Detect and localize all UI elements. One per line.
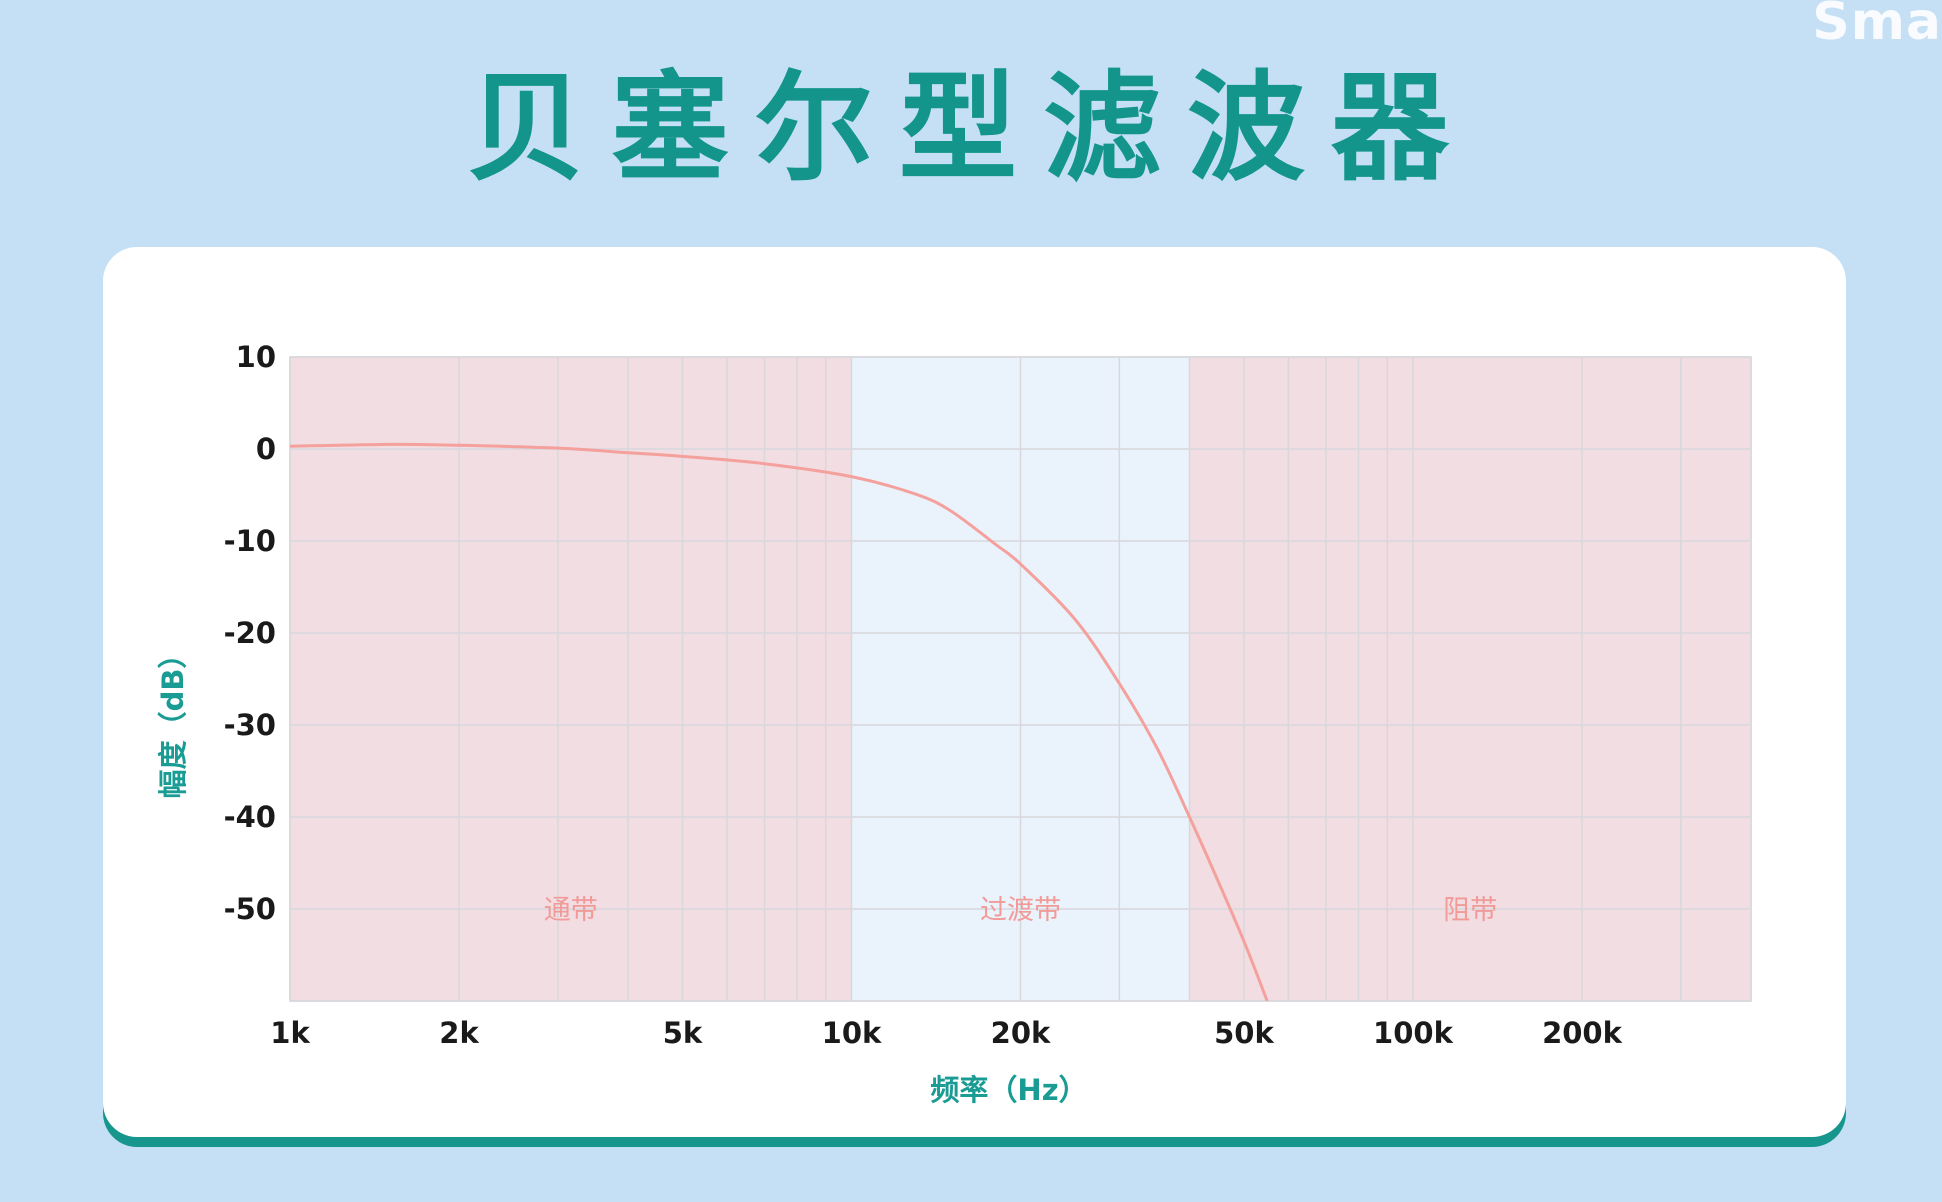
x-tick-label-3: 10k xyxy=(822,1016,882,1050)
x-tick-label-6: 100k xyxy=(1373,1016,1454,1050)
y-tick-label-0: 10 xyxy=(236,340,276,374)
chart: 通带 过渡带 阻带 1k 2k 5k 10k 20k 50k 100k 200k 10 0 -10 -2… xyxy=(156,340,1752,1107)
x-axis-label: 频率（Hz） xyxy=(930,1073,1087,1107)
y-tick-label-6: -50 xyxy=(224,892,276,926)
region-label-1: 过渡带 xyxy=(980,895,1061,926)
page-title: 贝塞尔型滤波器 xyxy=(466,59,1475,197)
x-tick-label-7: 200k xyxy=(1542,1016,1623,1050)
chart-card: 通带 过渡带 阻带 1k 2k 5k 10k 20k 50k 100k 200k 10 0 -10 -2… xyxy=(103,247,1846,1137)
region-label-2: 阻带 xyxy=(1443,895,1497,926)
plot-border xyxy=(289,356,1752,1002)
chart-grid xyxy=(289,356,1752,1002)
y-tick-label-1: 0 xyxy=(256,432,276,466)
series-line-0 xyxy=(290,442,1269,1001)
watermark: Sma xyxy=(1812,0,1942,52)
x-tick-label-0: 1k xyxy=(270,1016,310,1050)
y-tick-label-4: -30 xyxy=(224,708,276,742)
region-band-2 xyxy=(1189,357,1751,1001)
y-axis-label: 幅度（dB） xyxy=(156,640,190,799)
x-axis-ticks: 1k 2k 5k 10k 20k 50k 100k 200k xyxy=(270,1016,1622,1050)
y-tick-label-5: -40 xyxy=(224,800,276,834)
x-tick-label-4: 20k xyxy=(991,1016,1051,1050)
y-axis-ticks: 10 0 -10 -20 -30 -40 -50 xyxy=(224,340,276,926)
y-tick-label-3: -20 xyxy=(224,616,276,650)
x-tick-label-5: 50k xyxy=(1214,1016,1274,1050)
x-tick-label-2: 5k xyxy=(663,1016,703,1050)
chart-series xyxy=(290,442,1269,1001)
y-tick-label-2: -10 xyxy=(224,524,276,558)
region-label-0: 通带 xyxy=(544,895,598,926)
x-tick-label-1: 2k xyxy=(439,1016,479,1050)
chart-region-labels: 通带 过渡带 阻带 xyxy=(544,895,1498,926)
